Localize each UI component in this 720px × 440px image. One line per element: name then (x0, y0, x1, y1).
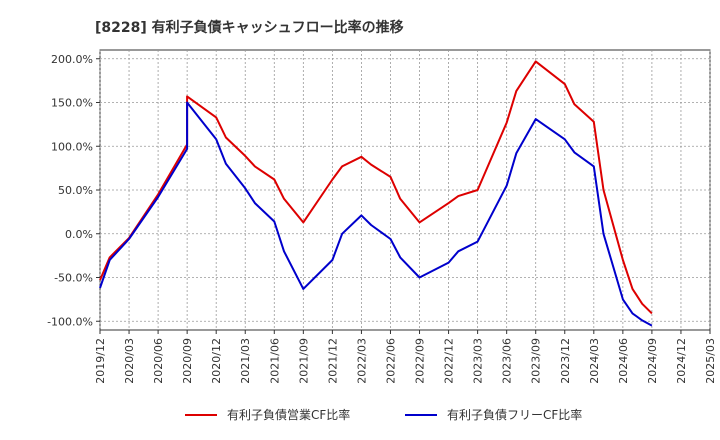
x-tick-label: 2021/09 (297, 338, 310, 384)
x-tick-label: 2024/03 (588, 338, 601, 384)
x-tick-label: 2020/12 (210, 338, 223, 384)
x-tick-label: 2021/06 (268, 338, 281, 384)
x-tick-label: 2021/12 (326, 338, 339, 384)
x-tick-label: 2019/12 (94, 338, 107, 384)
y-axis: 200.0% 150.0% 100.0% 50.0% 0.0% -50.0% -100.0% (47, 53, 93, 329)
x-tick-label: 2024/09 (646, 338, 659, 384)
series-layer (99, 60, 653, 327)
x-axis: 2019/12 2020/03 2020/06 2020/09 2020/12 2021/… (94, 338, 717, 384)
y-tick-label: -100.0% (47, 315, 93, 328)
y-tick-label: -50.0% (54, 272, 93, 285)
x-tick-label: 2022/03 (355, 338, 368, 384)
x-tick-label: 2020/09 (181, 338, 194, 384)
x-tick-label: 2022/06 (384, 338, 397, 384)
chart-title: [8228] 有利子負債キャッシュフロー比率の推移 (95, 19, 404, 36)
legend-label-1: 有利子負債営業CF比率 (227, 407, 350, 422)
x-tick-label: 2023/06 (501, 338, 514, 384)
y-tick-label: 200.0% (51, 53, 93, 66)
y-tick-label: 0.0% (65, 228, 93, 241)
x-tick-label: 2023/12 (559, 338, 572, 384)
x-tick-label: 2024/06 (617, 338, 630, 384)
legend-label-2: 有利子負債フリーCF比率 (447, 407, 582, 422)
series-line-1 (99, 60, 653, 315)
y-tick-label: 100.0% (51, 140, 93, 153)
x-tick-label: 2020/06 (152, 338, 165, 384)
legend: 有利子負債営業CF比率 有利子負債フリーCF比率 (185, 407, 582, 422)
x-tick-label: 2022/09 (414, 338, 427, 384)
x-tick-label: 2023/03 (472, 338, 485, 384)
x-tick-label: 2022/12 (443, 338, 456, 384)
y-tick-label: 150.0% (51, 97, 93, 110)
x-tick-label: 2021/03 (239, 338, 252, 384)
series-line-2 (99, 101, 653, 327)
x-tick-label: 2020/03 (123, 338, 136, 384)
y-gridlines (96, 58, 710, 322)
x-tick-label: 2024/12 (675, 338, 688, 384)
y-tick-label: 50.0% (58, 184, 93, 197)
x-tick-label: 2025/03 (704, 338, 717, 384)
x-tick-label: 2023/09 (530, 338, 543, 384)
